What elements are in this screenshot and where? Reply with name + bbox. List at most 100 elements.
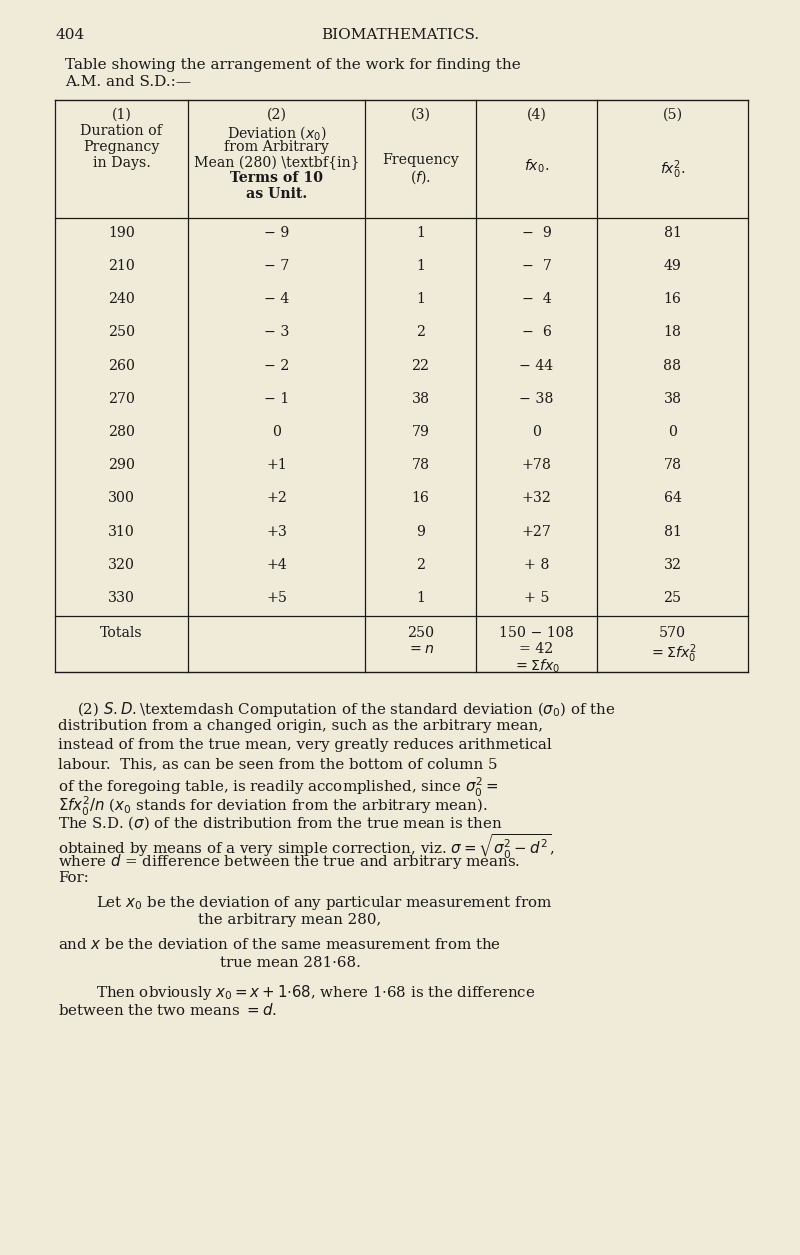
Text: $= \Sigma fx_0$: $= \Sigma fx_0$	[513, 658, 560, 675]
Text: (1): (1)	[111, 108, 131, 122]
Text: − 7: − 7	[264, 260, 289, 274]
Text: 150 − 108: 150 − 108	[499, 626, 574, 640]
Text: 22: 22	[411, 359, 430, 373]
Text: − 44: − 44	[519, 359, 554, 373]
Text: 570: 570	[659, 626, 686, 640]
Text: 1: 1	[416, 292, 425, 306]
Text: 38: 38	[411, 392, 430, 405]
Text: 16: 16	[411, 492, 430, 506]
Text: 25: 25	[663, 591, 682, 605]
Text: Terms of 10: Terms of 10	[230, 171, 323, 184]
Text: BIOMATHEMATICS.: BIOMATHEMATICS.	[321, 28, 479, 41]
Text: $= n$: $= n$	[407, 643, 434, 656]
Text: 240: 240	[108, 292, 135, 306]
Text: Table showing the arrangement of the work for finding the: Table showing the arrangement of the wor…	[65, 58, 521, 72]
Text: +4: +4	[266, 557, 287, 572]
Text: +5: +5	[266, 591, 287, 605]
Text: +1: +1	[266, 458, 287, 472]
Text: obtained by means of a very simple correction, viz. $\sigma = \sqrt{\sigma_0^2 -: obtained by means of a very simple corre…	[58, 833, 554, 861]
Text: 210: 210	[108, 260, 135, 274]
Text: 330: 330	[108, 591, 135, 605]
Text: $\Sigma fx_0^2/n$ ($x_0$ stands for deviation from the arbitrary mean).: $\Sigma fx_0^2/n$ ($x_0$ stands for devi…	[58, 794, 487, 818]
Text: 2: 2	[416, 557, 425, 572]
Text: = 42: = 42	[519, 643, 554, 656]
Text: the arbitrary mean 280,: the arbitrary mean 280,	[198, 912, 382, 927]
Text: − 38: − 38	[519, 392, 554, 405]
Text: (2): (2)	[266, 108, 286, 122]
Text: $= \Sigma fx_0^2$: $= \Sigma fx_0^2$	[649, 643, 696, 665]
Text: 88: 88	[663, 359, 682, 373]
Text: +27: +27	[522, 525, 551, 538]
Text: 250: 250	[407, 626, 434, 640]
Text: − 2: − 2	[264, 359, 289, 373]
Text: $fx_0^2$.: $fx_0^2$.	[659, 158, 686, 181]
Text: 190: 190	[108, 226, 135, 240]
Text: 280: 280	[108, 425, 135, 439]
Text: The S.D. ($\sigma$) of the distribution from the true mean is then: The S.D. ($\sigma$) of the distribution …	[58, 814, 502, 832]
Text: distribution from a changed origin, such as the arbitrary mean,: distribution from a changed origin, such…	[58, 719, 543, 733]
Text: 32: 32	[663, 557, 682, 572]
Text: 64: 64	[663, 492, 682, 506]
Text: + 5: + 5	[524, 591, 550, 605]
Text: labour.  This, as can be seen from the bottom of column 5: labour. This, as can be seen from the bo…	[58, 757, 498, 771]
Text: 300: 300	[108, 492, 135, 506]
Text: 38: 38	[663, 392, 682, 405]
Text: true mean 281·68.: true mean 281·68.	[219, 956, 361, 970]
Text: in Days.: in Days.	[93, 156, 150, 169]
Text: 78: 78	[663, 458, 682, 472]
Text: 270: 270	[108, 392, 135, 405]
Text: For:: For:	[58, 871, 89, 885]
Text: 0: 0	[532, 425, 541, 439]
Text: (2) $S.D.$\textemdash Computation of the standard deviation ($\sigma_0$) of the: (2) $S.D.$\textemdash Computation of the…	[58, 700, 615, 719]
Text: $fx_0$.: $fx_0$.	[524, 158, 549, 176]
Text: and $x$ be the deviation of the same measurement from the: and $x$ be the deviation of the same mea…	[58, 937, 501, 953]
Text: 290: 290	[108, 458, 135, 472]
Text: −  7: − 7	[522, 260, 551, 274]
Text: Deviation ($x_0$): Deviation ($x_0$)	[226, 124, 326, 142]
Text: as Unit.: as Unit.	[246, 187, 307, 201]
Text: 81: 81	[663, 226, 682, 240]
Text: − 9: − 9	[264, 226, 289, 240]
Text: 9: 9	[416, 525, 425, 538]
Text: − 4: − 4	[264, 292, 289, 306]
Text: (3): (3)	[410, 108, 430, 122]
Text: −  6: − 6	[522, 325, 551, 340]
Text: Frequency: Frequency	[382, 153, 459, 167]
Text: Then obviously $x_0 = x + 1{\cdot}68$, where 1$\cdot$68 is the difference: Then obviously $x_0 = x + 1{\cdot}68$, w…	[96, 983, 535, 1001]
Text: A.M. and S.D.:—: A.M. and S.D.:—	[65, 75, 191, 89]
Text: +3: +3	[266, 525, 287, 538]
Text: 0: 0	[668, 425, 677, 439]
Text: between the two means $= d$.: between the two means $= d$.	[58, 1001, 277, 1018]
Text: +2: +2	[266, 492, 287, 506]
Text: − 1: − 1	[264, 392, 289, 405]
Text: 1: 1	[416, 591, 425, 605]
Text: 0: 0	[272, 425, 281, 439]
Text: Totals: Totals	[100, 626, 143, 640]
Text: − 3: − 3	[264, 325, 289, 340]
Text: 404: 404	[55, 28, 84, 41]
Text: Duration of: Duration of	[81, 124, 162, 138]
Text: Mean (280) \textbf{in}: Mean (280) \textbf{in}	[194, 156, 359, 171]
Text: from Arbitrary: from Arbitrary	[224, 141, 329, 154]
Text: 2: 2	[416, 325, 425, 340]
Text: 18: 18	[663, 325, 682, 340]
Text: 79: 79	[411, 425, 430, 439]
Text: + 8: + 8	[524, 557, 549, 572]
Text: Pregnancy: Pregnancy	[83, 141, 160, 154]
Text: where $d$ = difference between the true and arbitrary means.: where $d$ = difference between the true …	[58, 852, 520, 871]
Text: 250: 250	[108, 325, 135, 340]
Text: (4): (4)	[526, 108, 546, 122]
Text: ($f$).: ($f$).	[410, 168, 431, 186]
Text: 320: 320	[108, 557, 135, 572]
Text: −  9: − 9	[522, 226, 551, 240]
Text: instead of from the true mean, very greatly reduces arithmetical: instead of from the true mean, very grea…	[58, 738, 552, 752]
Text: 1: 1	[416, 226, 425, 240]
Text: 1: 1	[416, 260, 425, 274]
Text: 49: 49	[663, 260, 682, 274]
Text: −  4: − 4	[522, 292, 551, 306]
Text: 260: 260	[108, 359, 135, 373]
Text: 310: 310	[108, 525, 135, 538]
Text: 16: 16	[663, 292, 682, 306]
Text: +32: +32	[522, 492, 551, 506]
Text: (5): (5)	[662, 108, 682, 122]
